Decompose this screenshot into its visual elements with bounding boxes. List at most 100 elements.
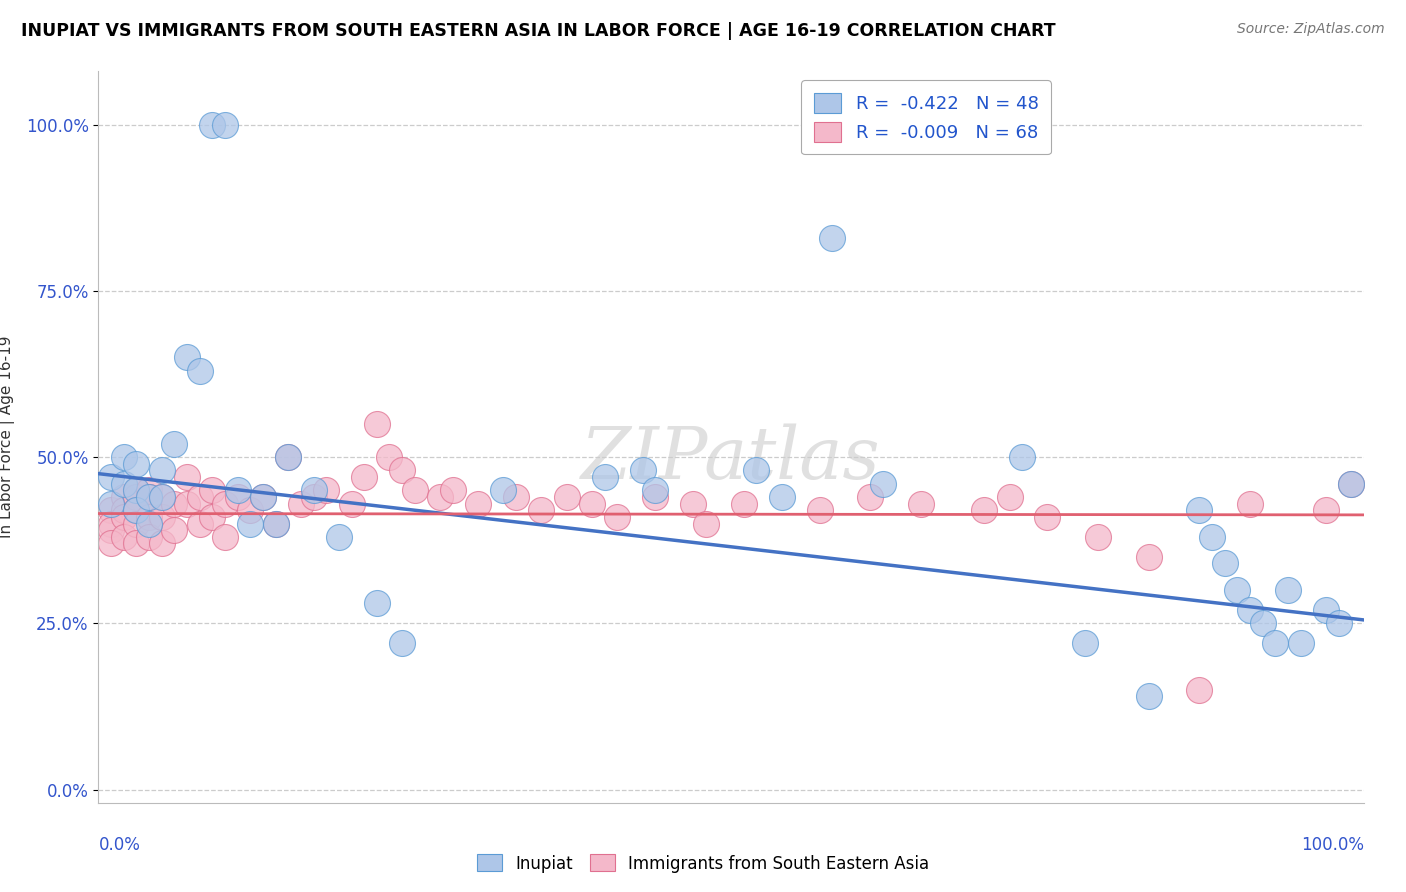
Point — [1239, 497, 1261, 511]
Point — [441, 483, 464, 498]
Point — [315, 483, 337, 498]
Point — [100, 536, 122, 550]
Point — [150, 536, 173, 550]
Point — [100, 516, 122, 531]
Point — [163, 436, 186, 450]
Point — [188, 490, 211, 504]
Point — [770, 490, 793, 504]
Point — [353, 470, 375, 484]
Point — [1087, 530, 1109, 544]
Point — [745, 463, 768, 477]
Point — [125, 503, 148, 517]
Point — [593, 470, 616, 484]
Point — [214, 497, 236, 511]
Point — [226, 490, 249, 504]
Point — [252, 490, 274, 504]
Point — [808, 503, 831, 517]
Point — [239, 516, 262, 531]
Point — [340, 497, 363, 511]
Point — [138, 490, 160, 504]
Point — [302, 483, 325, 498]
Point — [150, 463, 173, 477]
Text: ZIPatlas: ZIPatlas — [581, 424, 882, 494]
Legend: R =  -0.422   N = 48, R =  -0.009   N = 68: R = -0.422 N = 48, R = -0.009 N = 68 — [801, 80, 1052, 154]
Point — [1327, 616, 1350, 631]
Point — [290, 497, 312, 511]
Point — [150, 490, 173, 504]
Point — [467, 497, 489, 511]
Point — [910, 497, 932, 511]
Point — [138, 509, 160, 524]
Point — [1289, 636, 1312, 650]
Point — [1188, 503, 1211, 517]
Point — [100, 470, 122, 484]
Point — [682, 497, 704, 511]
Point — [252, 490, 274, 504]
Point — [112, 503, 135, 517]
Point — [1011, 450, 1033, 464]
Point — [163, 523, 186, 537]
Point — [1201, 530, 1223, 544]
Point — [1239, 603, 1261, 617]
Point — [112, 509, 135, 524]
Point — [188, 363, 211, 377]
Point — [201, 509, 224, 524]
Point — [1036, 509, 1059, 524]
Point — [404, 483, 426, 498]
Point — [138, 516, 160, 531]
Text: Source: ZipAtlas.com: Source: ZipAtlas.com — [1237, 22, 1385, 37]
Point — [391, 463, 413, 477]
Point — [125, 483, 148, 498]
Point — [239, 503, 262, 517]
Point — [530, 503, 553, 517]
Point — [1188, 682, 1211, 697]
Point — [1213, 557, 1236, 571]
Point — [733, 497, 755, 511]
Point — [644, 490, 666, 504]
Point — [112, 530, 135, 544]
Point — [277, 450, 299, 464]
Point — [1315, 603, 1337, 617]
Point — [872, 476, 894, 491]
Point — [264, 516, 287, 531]
Text: 0.0%: 0.0% — [98, 837, 141, 855]
Point — [505, 490, 527, 504]
Point — [581, 497, 603, 511]
Point — [100, 523, 122, 537]
Legend: Inupiat, Immigrants from South Eastern Asia: Inupiat, Immigrants from South Eastern A… — [470, 847, 936, 880]
Point — [176, 470, 198, 484]
Point — [125, 457, 148, 471]
Point — [112, 450, 135, 464]
Point — [492, 483, 515, 498]
Point — [631, 463, 654, 477]
Point — [163, 497, 186, 511]
Point — [201, 118, 224, 132]
Point — [176, 351, 198, 365]
Point — [214, 530, 236, 544]
Point — [138, 483, 160, 498]
Point — [201, 483, 224, 498]
Point — [695, 516, 717, 531]
Point — [1340, 476, 1362, 491]
Point — [429, 490, 451, 504]
Point — [176, 497, 198, 511]
Point — [150, 490, 173, 504]
Point — [125, 516, 148, 531]
Point — [644, 483, 666, 498]
Point — [1226, 582, 1249, 597]
Point — [1315, 503, 1337, 517]
Point — [1264, 636, 1286, 650]
Point — [998, 490, 1021, 504]
Text: 100.0%: 100.0% — [1301, 837, 1364, 855]
Point — [100, 503, 122, 517]
Point — [112, 476, 135, 491]
Point — [138, 530, 160, 544]
Point — [366, 417, 388, 431]
Point — [821, 230, 844, 244]
Point — [378, 450, 401, 464]
Point — [1137, 549, 1160, 564]
Point — [125, 483, 148, 498]
Point — [859, 490, 882, 504]
Point — [555, 490, 578, 504]
Point — [264, 516, 287, 531]
